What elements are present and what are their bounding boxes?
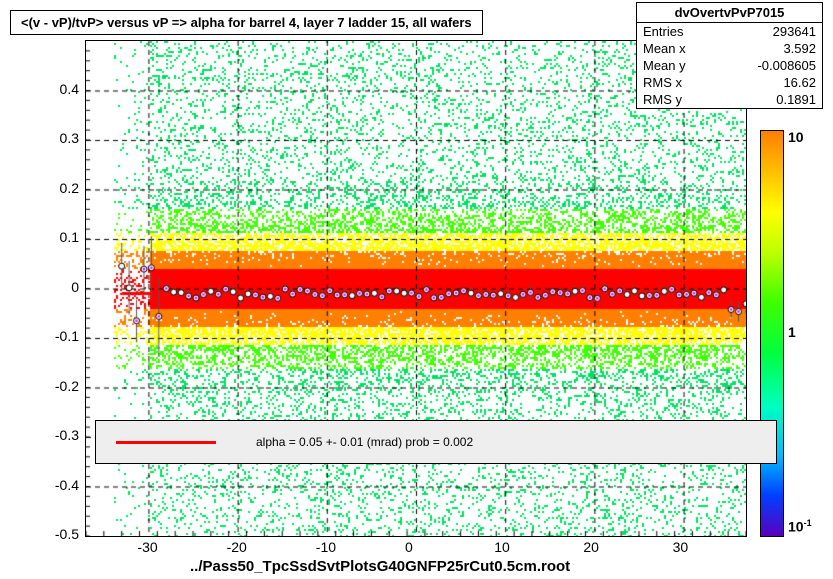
colorbar-tick-label: 1 <box>788 324 796 340</box>
file-path-label: ../Pass50_TpcSsdSvtPlotsG40GNFP25rCut0.5… <box>190 558 570 575</box>
y-tick-label: -0.5 <box>55 526 79 542</box>
plot-title: <(v - vP)/tvP> versus vP => alpha for ba… <box>21 15 472 30</box>
stat-row: RMS y 0.1891 <box>637 91 822 108</box>
stat-key: Mean x <box>643 41 686 56</box>
y-tick-label: -0.4 <box>55 477 79 493</box>
stat-val: 0.1891 <box>776 92 816 107</box>
stats-title: dvOvertvPvP7015 <box>637 3 822 23</box>
y-tick-label: 0.2 <box>60 180 79 196</box>
y-tick-label: 0.3 <box>60 130 79 146</box>
stat-val: 16.62 <box>783 75 816 90</box>
y-tick-label: 0.1 <box>60 229 79 245</box>
colorbar-tick-label: 10 <box>788 129 804 145</box>
y-tick-label: 0 <box>71 279 79 295</box>
x-tick-label: 0 <box>405 539 413 555</box>
colorbar-tick-label: 10-1 <box>788 518 812 535</box>
stat-val: 293641 <box>773 24 816 39</box>
x-tick-label: 30 <box>673 539 689 555</box>
y-tick-label: -0.2 <box>55 378 79 394</box>
stat-key: Entries <box>643 24 683 39</box>
stat-key: RMS y <box>643 92 682 107</box>
colorbar <box>760 130 784 537</box>
colorbar-gradient <box>761 131 783 536</box>
fit-legend-box: alpha = 0.05 +- 0.01 (mrad) prob = 0.002 <box>95 420 777 464</box>
stat-row: Entries 293641 <box>637 23 822 40</box>
x-tick-label: -30 <box>137 539 157 555</box>
stat-val: -0.008605 <box>757 58 816 73</box>
stat-row: RMS x 16.62 <box>637 74 822 91</box>
plot-title-box: <(v - vP)/tvP> versus vP => alpha for ba… <box>10 10 483 35</box>
stat-key: RMS x <box>643 75 682 90</box>
y-tick-label: 0.4 <box>60 81 79 97</box>
x-tick-label: -20 <box>227 539 247 555</box>
x-tick-label: -10 <box>316 539 336 555</box>
fit-legend-line <box>116 441 216 444</box>
fit-legend-text: alpha = 0.05 +- 0.01 (mrad) prob = 0.002 <box>256 435 473 449</box>
stat-row: Mean x 3.592 <box>637 40 822 57</box>
y-tick-label: -0.1 <box>55 328 79 344</box>
x-tick-label: 10 <box>494 539 510 555</box>
y-tick-label: -0.3 <box>55 427 79 443</box>
stat-val: 3.592 <box>783 41 816 56</box>
x-tick-label: 20 <box>583 539 599 555</box>
stats-box: dvOvertvPvP7015 Entries 293641 Mean x 3.592… <box>636 2 823 109</box>
stat-key: Mean y <box>643 58 686 73</box>
stat-row: Mean y -0.008605 <box>637 57 822 74</box>
